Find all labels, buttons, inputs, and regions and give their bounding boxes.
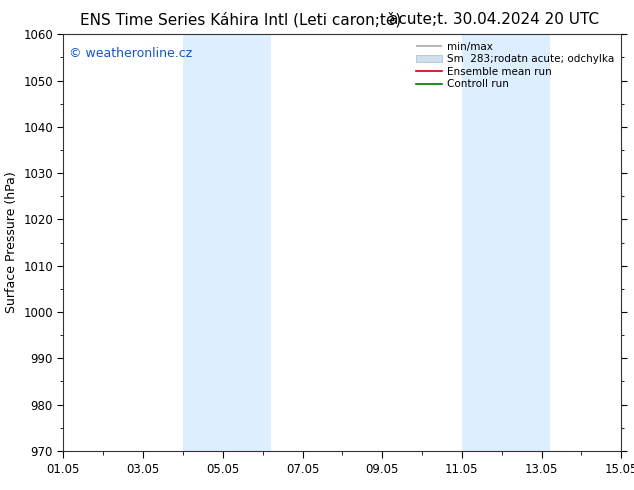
- Text: © weatheronline.cz: © weatheronline.cz: [69, 47, 192, 60]
- Bar: [183, 34, 271, 451]
- Y-axis label: Surface Pressure (hPa): Surface Pressure (hPa): [4, 172, 18, 314]
- Text: acute;t. 30.04.2024 20 UTC: acute;t. 30.04.2024 20 UTC: [389, 12, 600, 27]
- Legend: min/max, Sm  283;rodatn acute; odchylka, Ensemble mean run, Controll run: min/max, Sm 283;rodatn acute; odchylka, …: [413, 40, 616, 92]
- Text: ENS Time Series Káhira Intl (Leti caron;tě): ENS Time Series Káhira Intl (Leti caron;…: [81, 12, 401, 28]
- Bar: [462, 34, 550, 451]
